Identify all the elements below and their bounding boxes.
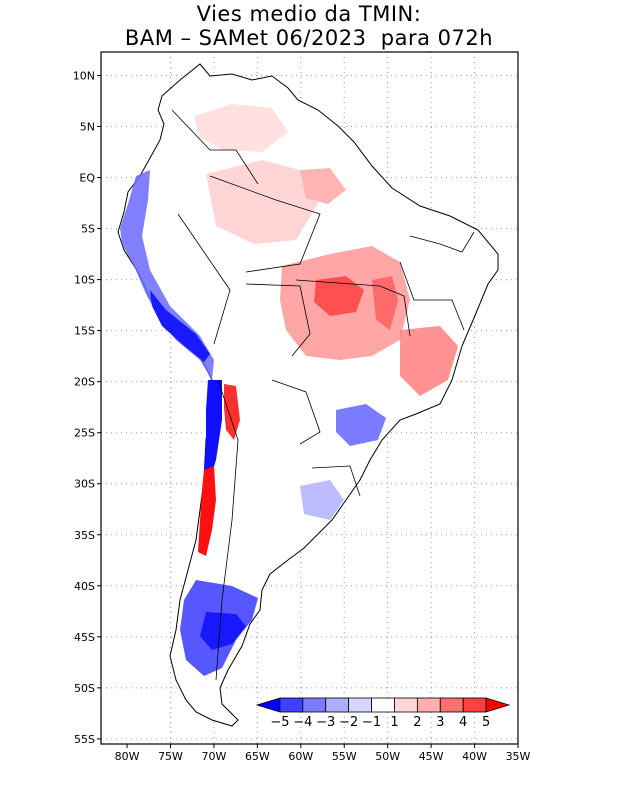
border-paraguay — [271, 379, 321, 445]
colorbar-swatch — [325, 697, 350, 713]
tick-label-lat: 5S — [81, 223, 95, 236]
tick-label-lon: 80W — [115, 750, 140, 763]
tick-label-lon: 70W — [202, 750, 227, 763]
tick-label-lat: 10S — [74, 274, 95, 287]
tick-label-lon: 50W — [375, 750, 400, 763]
uruguay-cold-bias — [300, 480, 344, 520]
border-amazon — [209, 175, 321, 273]
tick-label-lon: 45W — [419, 750, 444, 763]
border-northeast-states — [409, 231, 475, 253]
andes-cold-bias — [120, 170, 214, 380]
colorbar-arrow-low — [255, 697, 281, 713]
border-brazil-states — [399, 261, 465, 331]
border-argentina-chile — [215, 379, 239, 681]
andes-warm-streak — [224, 384, 240, 440]
tick-label-lon: 55W — [332, 750, 357, 763]
colorbar-swatch — [302, 697, 327, 713]
colorbar-label: −5 — [270, 715, 289, 730]
colorbar-swatch — [462, 697, 487, 713]
colorbar-label: 5 — [482, 715, 490, 730]
colorbar-swatch — [439, 697, 464, 713]
brazil-strong-warm — [314, 276, 364, 316]
map-title: Vies medio da TMIN: BAM – SAMet 06/2023 … — [0, 2, 618, 50]
title-line-2: BAM – SAMet 06/2023 para 072h — [124, 26, 494, 50]
colorbar-label: 1 — [390, 715, 398, 730]
colorbar-label: 3 — [436, 715, 444, 730]
colorbar-swatch — [279, 697, 304, 713]
bias-shading — [120, 104, 458, 676]
colorbar-arrow-high — [485, 697, 511, 713]
colorbar-swatch — [371, 697, 395, 713]
northern-warm-bias — [194, 104, 288, 152]
colorbar: −5 −4 −3 −2 −1 1 2 3 4 5 — [255, 697, 511, 730]
tick-label-lat: 30S — [74, 478, 95, 491]
axis-ticks: 80W 75W 70W 65W 60W 55W 50W 45W 40W 35W 10N 5N EQ 5S 1… — [73, 69, 531, 763]
tick-label-lat: 45S — [74, 631, 95, 644]
chile-warm-bias — [198, 466, 216, 556]
country-borders — [171, 109, 475, 681]
border-uruguay — [311, 465, 361, 497]
border-bolivia-brazil — [245, 283, 311, 357]
border-peru-bolivia — [177, 213, 231, 345]
tick-label-lat: 20S — [74, 376, 95, 389]
tick-label-lon: 65W — [245, 750, 270, 763]
tick-label-lat: 5N — [80, 121, 95, 134]
tick-label-lon: 40W — [462, 750, 487, 763]
tick-label-lon: 75W — [158, 750, 183, 763]
andes-strong-cold-bias — [150, 290, 210, 362]
colorbar-swatch — [394, 697, 418, 713]
tick-label-lat: 10N — [73, 69, 95, 82]
colorbar-label: −1 — [362, 715, 381, 730]
bahia-warm-bias — [372, 276, 398, 330]
colorbar-label: 2 — [413, 715, 421, 730]
colorbar-label: −2 — [339, 715, 358, 730]
tick-label-lat: 25S — [74, 427, 95, 440]
colorbar-swatch — [348, 697, 372, 713]
colorbar-label: 4 — [459, 715, 467, 730]
tick-label-lon: 35W — [506, 750, 531, 763]
north-brazil-warm — [300, 168, 346, 204]
tick-label-lat: 55S — [74, 733, 95, 746]
patagonia-strong-cold — [200, 612, 246, 650]
amazon-warm-bias — [206, 160, 320, 244]
colorbar-label: −4 — [293, 715, 312, 730]
tick-label-lon: 60W — [288, 750, 313, 763]
southeast-brazil-warm — [400, 326, 458, 396]
tick-label-lat: 15S — [74, 325, 95, 338]
tick-label-lat: 35S — [74, 529, 95, 542]
title-line-1: Vies medio da TMIN: — [196, 2, 422, 26]
tick-label-lat: EQ — [79, 172, 95, 185]
map-frame — [100, 51, 519, 745]
tick-label-lat: 50S — [74, 682, 95, 695]
south-brazil-cold-bias — [336, 404, 386, 446]
border-brazil-inner — [295, 279, 411, 337]
colorbar-label: −3 — [316, 715, 335, 730]
tick-label-lat: 40S — [74, 580, 95, 593]
chile-cold-bias — [204, 380, 222, 480]
south-america-landmass — [117, 63, 499, 727]
colorbar-swatch — [416, 697, 441, 713]
border-colombia-venezuela — [171, 109, 259, 185]
